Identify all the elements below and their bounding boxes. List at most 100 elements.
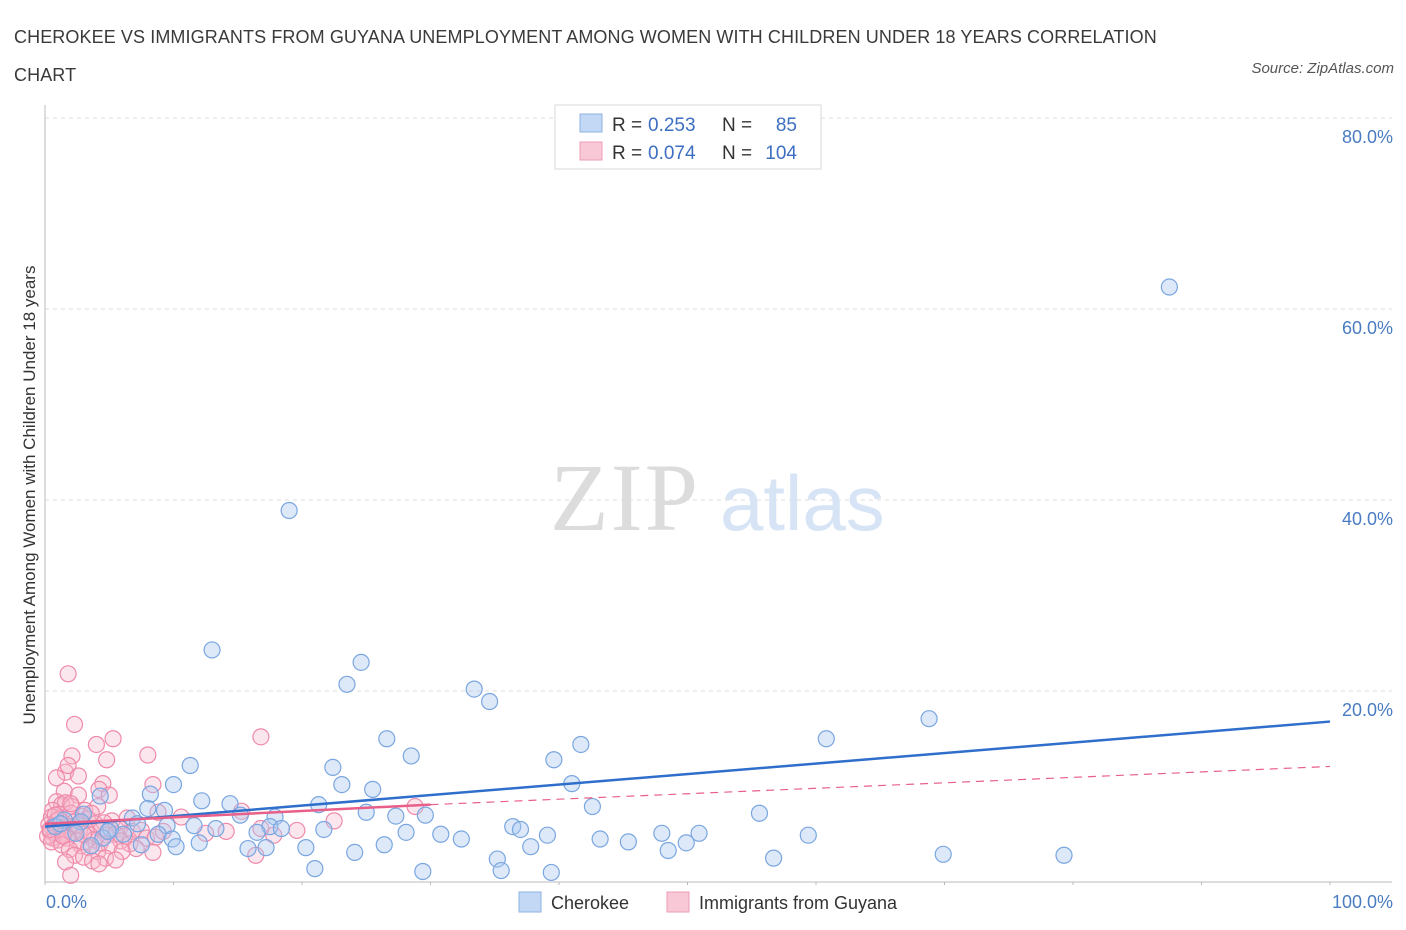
cherokee-point-14 [324,758,342,777]
guyana-point-11 [47,769,66,787]
legend-n-value-cherokee: 85 [776,115,797,136]
guyana-point-76 [113,842,131,861]
trend-lines [44,720,1331,828]
cherokee-point-34 [416,806,434,824]
legend-n-label-guyana: N = [722,143,752,164]
cherokee-point-30 [387,807,405,825]
cherokee-point-10 [572,735,590,754]
cherokee-point-45 [397,823,415,841]
legend-n-value-guyana: 104 [765,143,797,164]
cherokee-point-84 [114,825,132,843]
legend-r-label-guyana: R = [612,143,642,164]
watermark-zip: ZIP [550,444,700,551]
guyana-point-8 [56,763,75,781]
cherokee-point-43 [207,819,225,838]
cherokee-point-1 [280,501,298,520]
cherokee-point-72 [764,849,783,867]
cherokee-point-53 [799,826,817,844]
x-tick-labels: 0.0% 100.0% [46,892,1393,912]
legend-r-value-guyana: 0.074 [648,143,696,164]
cherokee-point-5 [465,680,483,698]
cherokee-point-58 [591,830,609,848]
guyana-point-6 [139,746,157,764]
bottom-legend-label-cherokee: Cherokee [551,893,629,913]
x-tick-label-1: 100.0% [1332,892,1393,912]
cherokee-point-78 [542,863,560,882]
cherokee-point-44 [315,820,333,839]
cherokee-point-25 [139,799,157,818]
cherokee-point-68 [257,839,275,857]
legend-swatch-guyana [579,141,603,161]
bottom-legend-swatch-guyana [666,891,690,913]
cherokee-point-75 [306,860,324,878]
cherokee-point-11 [402,747,420,765]
cherokee-point-66 [297,839,315,857]
legend-box: R = 0.253 N = 85 R = 0.074 N = 104 [554,104,822,170]
cherokee-point-52 [690,824,708,842]
bottom-legend-swatch-cherokee [518,891,542,913]
cherokee-point-7 [920,710,938,728]
x-tick-label-0: 0.0% [46,892,87,912]
guyana-point-91 [217,822,235,840]
cherokee-point-18 [364,780,382,798]
cherokee-point-8 [378,730,396,748]
cherokee-point-19 [91,787,109,805]
cherokee-point-28 [750,804,769,822]
cherokee-point-64 [375,836,393,854]
guyana-point-7 [98,751,116,769]
legend-r-value-cherokee: 0.253 [648,115,696,136]
guyana-point-5 [63,747,81,765]
guyana-point-80 [96,849,114,867]
cherokee-point-60 [619,833,637,851]
cherokee-point-74 [1055,846,1073,864]
guyana-point-3 [252,728,270,746]
cherokee-point-4 [338,675,356,693]
trend-line-guyana-extension [430,765,1331,806]
grid-lines [45,117,1392,692]
cherokee-point-65 [522,838,540,856]
guyana-point-103 [62,795,80,813]
y-tick-label-0: 20.0% [1342,700,1393,720]
cherokee-point-20 [141,785,159,803]
cherokee-point-70 [346,843,364,861]
cherokee-point-0 [1160,278,1178,296]
legend-n-label-cherokee: N = [722,115,752,136]
guyana-point-84 [90,855,108,873]
y-tick-label-1: 40.0% [1342,509,1393,529]
cherokee-point-67 [239,839,257,858]
guyana-point-23 [89,797,107,816]
cherokee-point-46 [511,820,530,839]
guyana-point-4 [87,735,106,754]
guyana-point-9 [59,756,77,775]
guyana-point-10 [69,767,88,785]
guyana-point-1 [65,715,84,734]
cherokee-point-83 [99,822,117,840]
source-label: Source: ZipAtlas.com [1251,60,1394,77]
watermark-atlas: atlas [720,459,885,547]
cherokee-point-50 [432,825,450,843]
cherokee-point-76 [414,862,432,881]
cherokee-point-63 [167,838,185,856]
y-tick-label-2: 60.0% [1342,318,1393,338]
trend-line-cherokee [44,720,1331,828]
cherokee-point-51 [653,824,671,842]
cherokee-point-82 [272,819,291,838]
bottom-legend-label-guyana: Immigrants from Guyana [699,893,898,913]
trend-line-guyana [44,803,431,825]
cherokee-point-12 [545,751,563,769]
series-cherokee-points [46,278,1178,882]
axes [44,105,1392,885]
cherokee-point-24 [583,797,602,816]
y-tick-label-3: 80.0% [1342,127,1393,147]
cherokee-point-54 [538,826,557,844]
cherokee-point-9 [817,730,835,748]
guyana-point-90 [288,821,306,840]
cherokee-point-73 [934,845,952,863]
chart-title: CHEROKEE VS IMMIGRANTS FROM GUYANA UNEMP… [14,27,1157,85]
guyana-point-17 [100,786,118,804]
cherokee-point-16 [333,775,351,794]
cherokee-point-57 [452,830,470,848]
guyana-point-15 [144,775,162,794]
cherokee-point-77 [492,861,510,880]
